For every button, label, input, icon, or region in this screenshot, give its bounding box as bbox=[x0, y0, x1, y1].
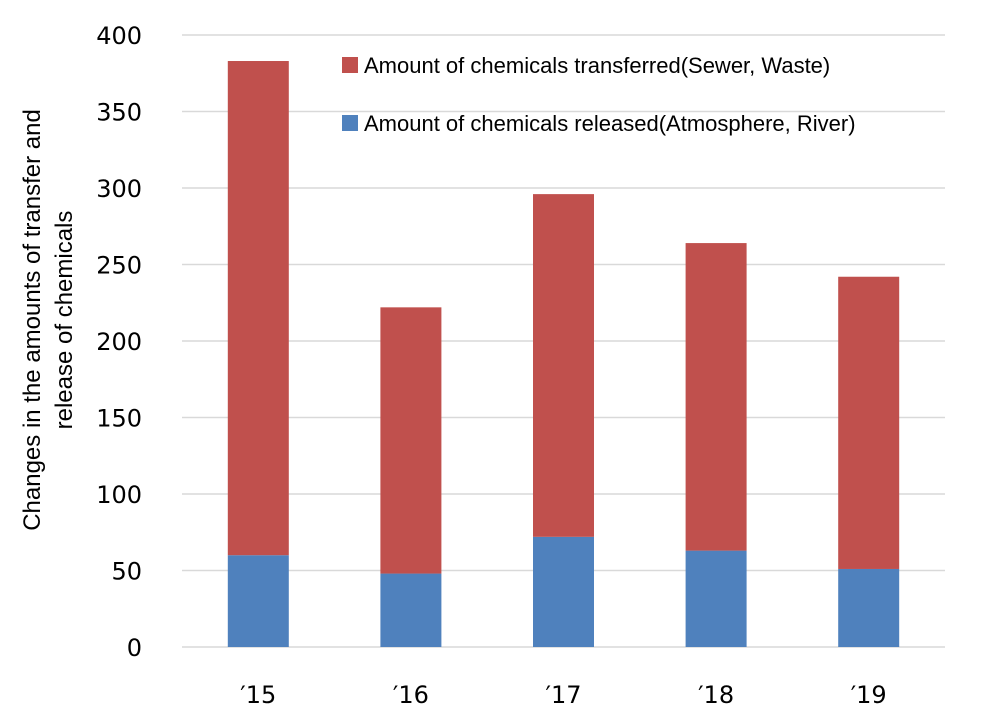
x-tick-label: ′17 bbox=[546, 681, 582, 709]
bar-transferred bbox=[227, 61, 289, 556]
x-tick-label: ′15 bbox=[240, 681, 276, 709]
x-tick-label: ′16 bbox=[393, 681, 429, 709]
y-tick-label: 150 bbox=[96, 405, 142, 433]
legend-swatch bbox=[342, 115, 358, 131]
bar-transferred bbox=[685, 243, 747, 551]
y-tick-label: 200 bbox=[96, 328, 142, 356]
y-tick-label: 400 bbox=[96, 22, 142, 50]
legend-label: Amount of chemicals released(Atmosphere,… bbox=[364, 111, 856, 136]
y-axis-ticks: 0 50 100 150 200 250 300 350 400 bbox=[96, 22, 142, 662]
bar-released bbox=[685, 550, 747, 647]
y-tick-label: 50 bbox=[111, 558, 142, 586]
y-tick-label: 250 bbox=[96, 252, 142, 280]
legend-label: Amount of chemicals transferred(Sewer, W… bbox=[364, 53, 830, 78]
bar-transferred bbox=[380, 307, 442, 574]
bar-transferred bbox=[838, 276, 900, 569]
bar-transferred bbox=[533, 194, 594, 537]
bar-released bbox=[227, 555, 289, 647]
bar-released bbox=[380, 573, 442, 647]
x-tick-label: ′18 bbox=[698, 681, 734, 709]
x-axis-ticks: ′15 ′16 ′17 ′18 ′19 bbox=[240, 681, 886, 709]
y-tick-label: 100 bbox=[96, 481, 142, 509]
bars bbox=[227, 61, 900, 647]
x-tick-label: ′19 bbox=[851, 681, 887, 709]
y-axis-title-line-2: release of chemicals bbox=[51, 211, 78, 430]
legend: Amount of chemicals transferred(Sewer, W… bbox=[342, 53, 856, 136]
y-tick-label: 350 bbox=[96, 99, 142, 127]
y-tick-label: 300 bbox=[96, 175, 142, 203]
y-axis-title: Changes in the amounts of transfer and r… bbox=[19, 109, 78, 531]
y-axis-title-line-1: Changes in the amounts of transfer and bbox=[19, 109, 46, 531]
y-tick-label: 0 bbox=[127, 634, 142, 662]
legend-swatch bbox=[342, 57, 358, 73]
bar-released bbox=[838, 568, 900, 647]
bar-released bbox=[533, 536, 594, 647]
